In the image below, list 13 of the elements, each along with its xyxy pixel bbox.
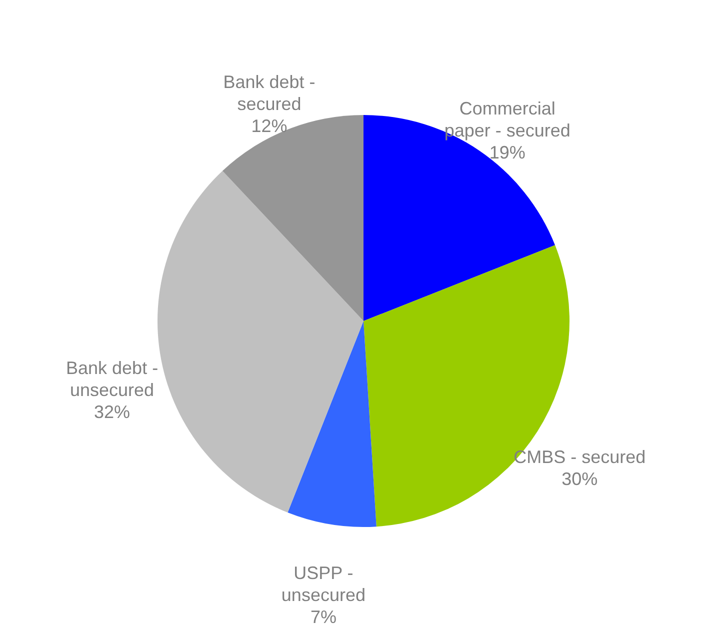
slice-label: USPP - unsecured <box>281 562 366 605</box>
pie-slice <box>222 115 364 321</box>
slice-label: Commercial paper - secured <box>444 98 570 140</box>
slice-label: Bank debt - unsecured <box>66 358 158 400</box>
slice-label: Bank debt - secured <box>223 72 316 114</box>
pie-slice <box>158 170 364 513</box>
data-label: 12% <box>251 116 288 136</box>
data-label: 30% <box>562 469 598 490</box>
data-label: 32% <box>94 402 130 422</box>
slice-label: CMBS - secured <box>514 447 646 468</box>
pie-slice <box>288 321 376 527</box>
data-label: 7% <box>310 606 336 627</box>
data-label: 19% <box>489 142 526 162</box>
